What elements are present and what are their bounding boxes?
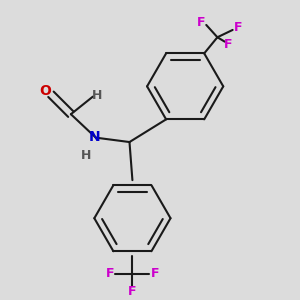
Text: H: H: [81, 149, 91, 162]
Text: F: F: [128, 285, 137, 298]
Text: F: F: [106, 267, 114, 280]
Text: F: F: [224, 38, 232, 51]
Text: H: H: [92, 89, 103, 102]
Text: F: F: [234, 21, 242, 34]
Text: O: O: [40, 84, 52, 98]
Text: N: N: [89, 130, 100, 144]
Text: F: F: [197, 16, 206, 28]
Text: F: F: [150, 267, 159, 280]
